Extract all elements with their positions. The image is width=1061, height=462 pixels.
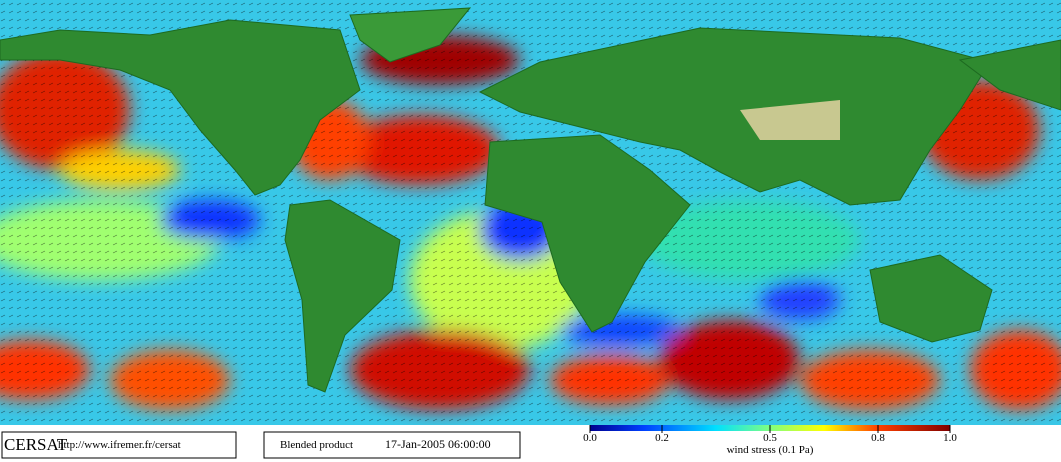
colorbar-tick-label: 0.8: [871, 432, 885, 444]
colorbar-label: wind stress (0.1 Pa): [727, 444, 814, 456]
colorbar-tick-label: 1.0: [943, 432, 957, 444]
logo: CERSAT: [4, 435, 68, 454]
colorbar-tick-label: 0.5: [763, 432, 777, 444]
land: [0, 7, 1061, 393]
colorbar-tick-label: 0.0: [583, 432, 597, 444]
url: http://www.ifremer.fr/cersat: [58, 439, 181, 451]
credit-box: [1, 431, 237, 459]
product-box: [263, 431, 521, 459]
colorbar: wind stress (0.1 Pa) 0.0 0.2 0.5 0.8 1.0: [583, 425, 957, 456]
date: 17-Jan-2005 06:00:00: [385, 437, 491, 451]
colorbar-tick-label: 0.2: [655, 432, 669, 444]
footer: CERSAT http://www.ifremer.fr/cersat Blen…: [0, 425, 1061, 462]
product: Blended product: [280, 439, 353, 451]
